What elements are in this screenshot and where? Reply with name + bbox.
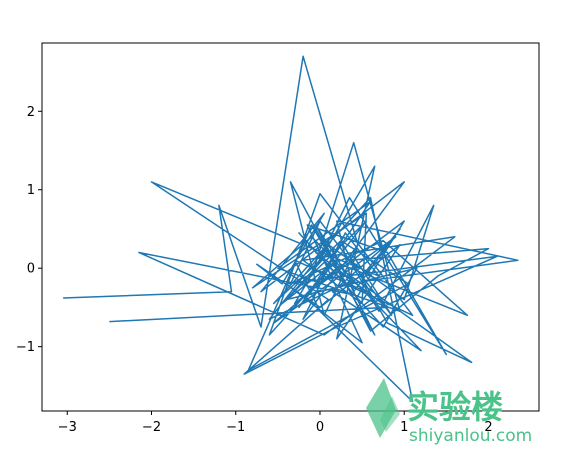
x-tick-label: 2: [484, 420, 492, 435]
y-tick-label: 0: [27, 262, 35, 277]
x-axis: −3 −2 −1 0 1 2: [58, 411, 493, 435]
y-tick-label: 1: [27, 183, 35, 198]
x-tick-label: −3: [58, 420, 77, 435]
y-axis: −1 0 1 2: [16, 105, 42, 355]
watermark-text-cn: 实验楼: [407, 388, 503, 426]
series-line-0: [63, 55, 519, 403]
y-tick-label: −1: [16, 340, 35, 355]
axes-frame: [41, 42, 540, 412]
x-tick-label: −2: [142, 420, 161, 435]
watermark-logo-icon: [366, 378, 400, 438]
watermark: 实验楼 shiyanlou.com: [366, 378, 532, 446]
plot-area: [63, 55, 519, 403]
x-tick-label: 0: [316, 420, 324, 435]
watermark-text-en: shiyanlou.com: [409, 426, 532, 446]
y-tick-label: 2: [27, 105, 35, 120]
x-tick-label: 1: [400, 420, 408, 435]
x-tick-label: −1: [226, 420, 245, 435]
